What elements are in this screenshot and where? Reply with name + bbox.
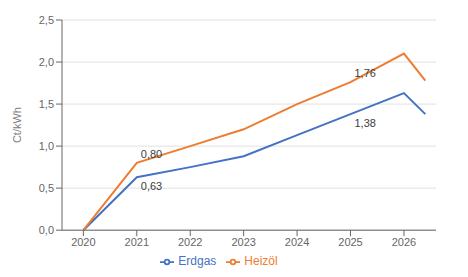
svg-text:2020: 2020 <box>71 236 95 248</box>
svg-text:2,0: 2,0 <box>39 56 54 68</box>
svg-text:2022: 2022 <box>178 236 202 248</box>
svg-text:Ct/kWh: Ct/kWh <box>11 107 23 143</box>
svg-text:2,5: 2,5 <box>39 14 54 26</box>
svg-text:2024: 2024 <box>285 236 309 248</box>
svg-text:1,0: 1,0 <box>39 140 54 152</box>
svg-text:1,76: 1,76 <box>355 67 376 79</box>
svg-text:1,5: 1,5 <box>39 98 54 110</box>
svg-text:2021: 2021 <box>125 236 149 248</box>
svg-text:2026: 2026 <box>392 236 416 248</box>
svg-text:0,0: 0,0 <box>39 224 54 236</box>
svg-text:1,38: 1,38 <box>355 117 376 129</box>
svg-text:0,5: 0,5 <box>39 182 54 194</box>
svg-text:2023: 2023 <box>231 236 255 248</box>
svg-text:0,63: 0,63 <box>141 180 162 192</box>
html-text:Erdgas: Erdgas <box>178 254 217 269</box>
html-text:Heizöl: Heizöl <box>244 254 278 269</box>
svg-text:0,80: 0,80 <box>141 148 162 160</box>
svg-text:2025: 2025 <box>338 236 362 248</box>
